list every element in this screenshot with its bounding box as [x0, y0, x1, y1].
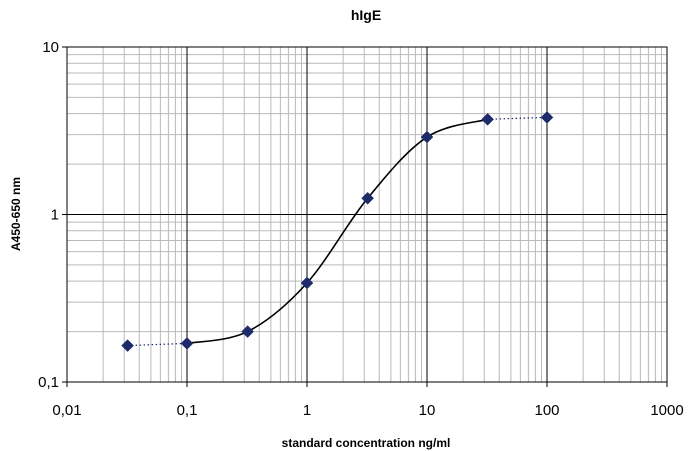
series-markers — [121, 111, 554, 352]
x-tick-label: 100 — [534, 402, 559, 419]
y-axis-ticks: 0,1 1 10 — [38, 39, 67, 391]
x-tick-label: 0,01 — [52, 402, 81, 419]
chart-title: hIgE — [351, 7, 381, 23]
dotted-line-start — [127, 342, 188, 347]
y-tick-label: 1 — [51, 207, 59, 224]
x-tick-label: 0,1 — [177, 402, 198, 419]
dotted-line-end — [487, 116, 548, 120]
data-point — [420, 130, 434, 144]
fitted-curve — [186, 118, 488, 345]
x-tick-label: 10 — [419, 402, 436, 419]
data-point — [540, 111, 554, 124]
x-tick-label: 1000 — [650, 402, 683, 419]
y-tick-label: 10 — [42, 39, 59, 56]
data-point — [180, 337, 194, 350]
data-point — [361, 191, 374, 205]
x-axis-ticks: 0,01 0,1 1 10 100 1000 — [52, 382, 684, 419]
data-point — [241, 325, 254, 338]
y-tick-label: 0,1 — [38, 374, 59, 391]
x-axis-label: standard concentration ng/ml — [282, 436, 451, 450]
data-point — [481, 112, 494, 126]
data-point — [121, 339, 134, 352]
x-tick-label: 1 — [303, 402, 311, 419]
y-axis-label: A450-650 nm — [9, 177, 23, 251]
major-grid — [67, 47, 667, 382]
data-point — [300, 276, 314, 290]
plot-area — [66, 46, 668, 383]
